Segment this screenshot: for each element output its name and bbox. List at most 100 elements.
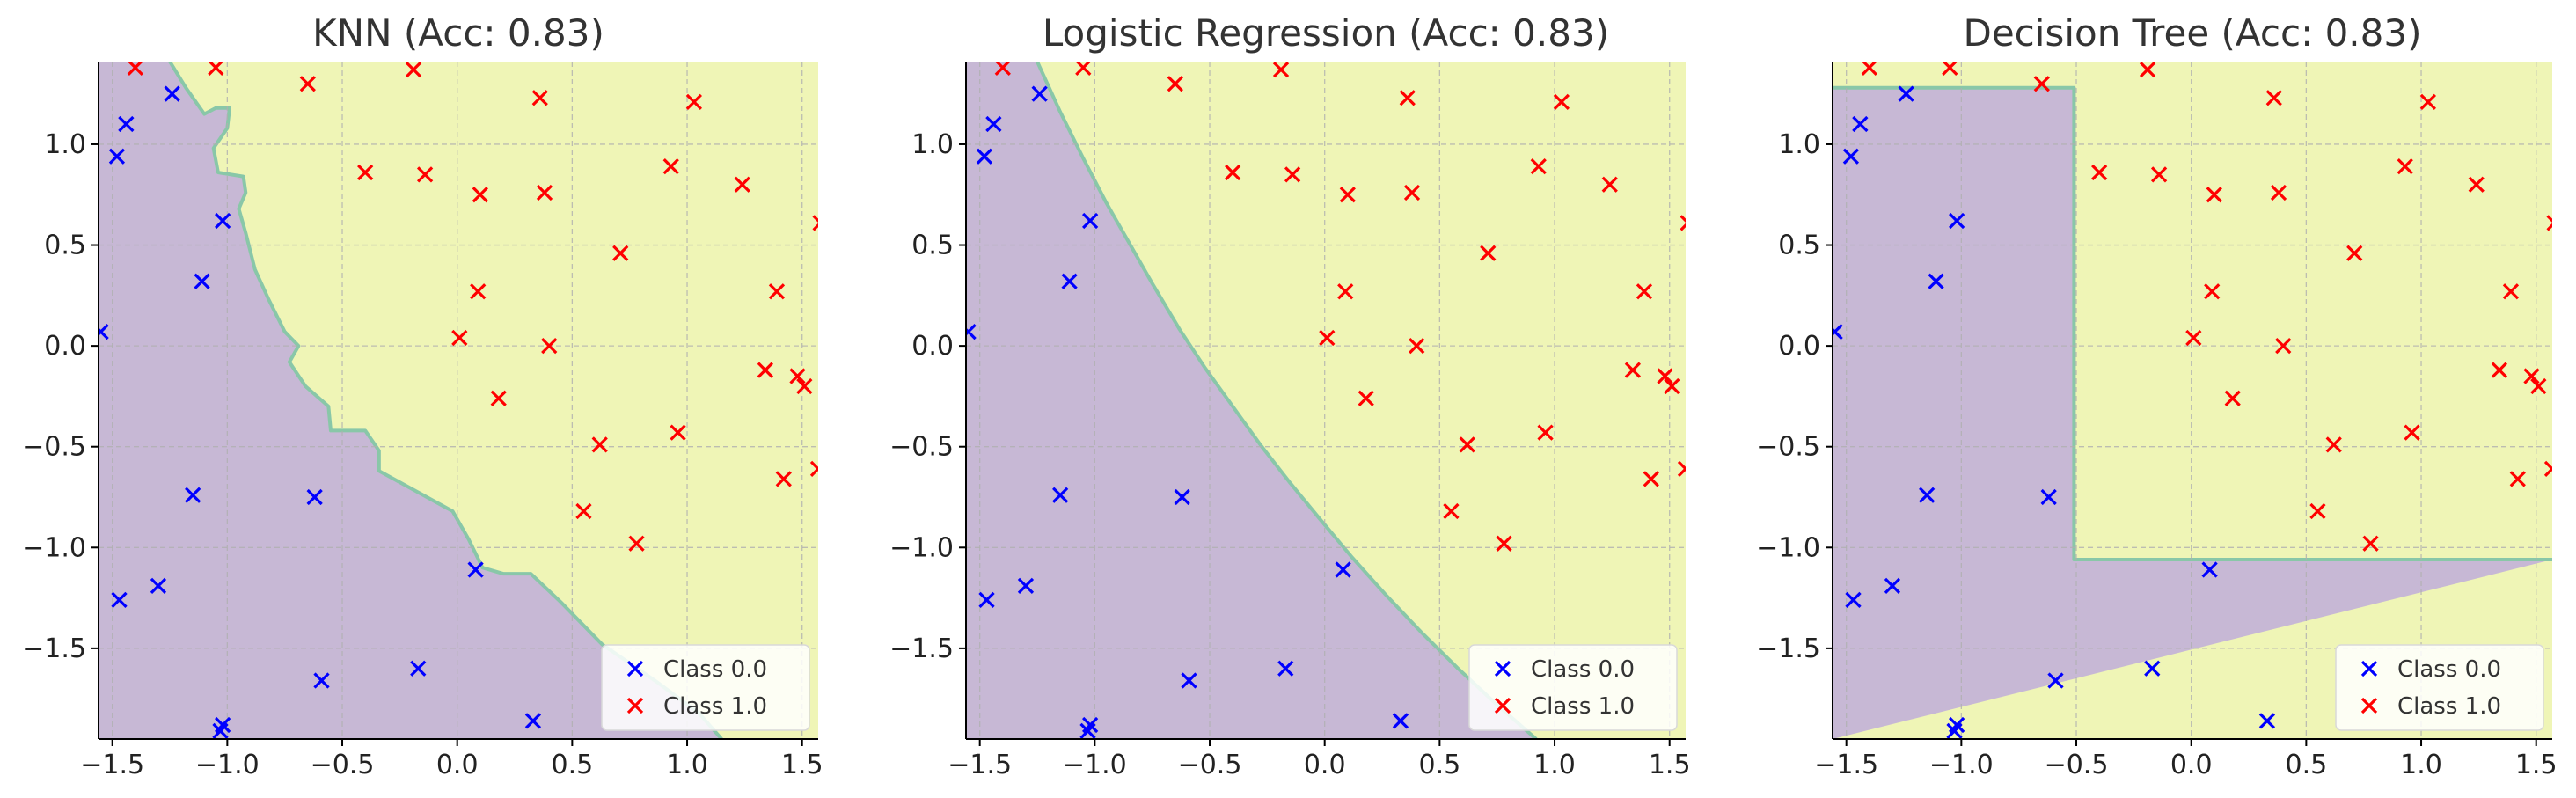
x-tick-label: 1.5 [2515,750,2558,780]
x-marker [536,184,553,201]
x-marker [628,535,645,552]
x-marker [2419,93,2437,110]
x-marker [1898,85,1914,102]
legend-label: Class 0.0 [663,656,767,683]
x-marker [2185,329,2202,347]
series-class-0 [99,85,542,739]
chart-title: Logistic Regression (Acc: 0.83) [1043,11,1609,55]
x-marker [208,62,224,77]
series-class-0 [1833,85,2276,739]
class-0-region [99,62,722,739]
x-marker [2404,424,2420,441]
x-marker [1392,713,1409,729]
x-marker [2309,502,2326,520]
y-tick-label: 1.0 [1778,129,1820,160]
x-marker [472,187,488,203]
x-marker [1624,362,1642,378]
x-marker [2325,436,2342,453]
x-marker [1852,115,1869,133]
x-marker [1335,561,1351,578]
x-marker [662,158,679,175]
x-marker [812,215,818,231]
y-tick-label: −1.5 [1756,633,1820,664]
x-marker [1017,577,1035,594]
x-marker [451,329,468,347]
y-tick-label: −0.5 [22,432,86,463]
x-tick-label: 0.0 [436,750,479,780]
x-tick-label: 1.0 [666,750,708,780]
x-tick-label: 1.0 [2400,750,2442,780]
y-tick-label: 0.0 [44,331,86,362]
legend: Class 0.0 Class 1.0 [1468,644,1678,731]
x-marker [150,577,167,594]
x-marker [1459,436,1475,453]
x-tick-label: −1.0 [1929,750,1994,780]
y-tick-label: −1.5 [889,633,954,664]
x-marker [1319,329,1336,347]
x-tick-label: 1.5 [781,750,823,780]
x-marker [1636,283,1653,300]
x-marker [685,93,703,110]
legend-box [601,644,810,731]
x-marker [1480,245,1497,261]
x-marker [1337,283,1354,300]
x-marker [591,436,608,453]
x-marker [1031,85,1048,102]
x-marker [1601,176,1618,193]
x-marker [99,323,109,340]
x-marker [212,722,229,739]
decision-boundary [168,62,723,739]
x-tick-label: 0.5 [1419,750,1461,780]
x-marker [313,672,330,689]
y-tick-label: −1.0 [1756,532,1820,563]
legend-marker-class-0 [2360,660,2378,677]
x-marker [108,148,126,165]
x-marker [985,115,1002,133]
x-marker [1884,577,1901,594]
x-tick-label: 0.5 [552,750,594,780]
x-marker [164,85,180,102]
x-marker [2509,471,2526,487]
x-tick-label: −0.5 [2045,750,2109,780]
y-tick-label: 1.0 [911,129,954,160]
y-tick-label: −1.0 [889,532,954,563]
x-marker [1075,62,1092,77]
x-marker [2258,713,2276,729]
x-marker [1530,158,1547,175]
y-tick-label: 1.0 [44,129,86,160]
legend-marker-class-0 [626,660,644,677]
y-tick-label: 0.0 [1778,331,1820,362]
x-marker [1339,187,1356,203]
x-marker [2270,184,2287,201]
x-marker [299,76,316,92]
x-marker [2224,390,2241,406]
legend: Class 0.0 Class 1.0 [601,644,810,731]
legend-label: Class 1.0 [663,693,767,720]
x-marker [1399,90,1416,106]
x-tick-label: 1.5 [1649,750,1691,780]
x-marker [2346,245,2363,261]
x-marker [1272,62,1290,78]
x-marker [2491,362,2508,378]
legend: Class 0.0 Class 1.0 [2335,644,2544,731]
x-marker [1942,62,1958,77]
subplot-1: −1.5 −1.0 −0.5 0.0 0.5 1.0 1.5 1.0 0.5 0.0 −0.5 −1.… [22,11,823,780]
x-tick-label: 0.0 [1304,750,1346,780]
x-marker [1842,148,1860,165]
x-marker [470,283,487,300]
x-tick-label: −0.5 [311,750,375,780]
x-marker [194,273,210,289]
x-marker [2546,215,2552,231]
x-marker [1061,273,1078,289]
x-marker [490,390,507,406]
x-marker [185,487,201,503]
x-marker [1409,337,1425,355]
x-marker [2040,488,2057,506]
x-marker [768,283,786,300]
x-marker [575,502,592,520]
x-marker [966,323,977,340]
x-marker [1174,488,1190,506]
subplot-2: −1.5 −1.0 −0.5 0.0 0.5 1.0 1.5 1.0 0.5 0.0 −0.5 −1.… [889,11,1691,780]
